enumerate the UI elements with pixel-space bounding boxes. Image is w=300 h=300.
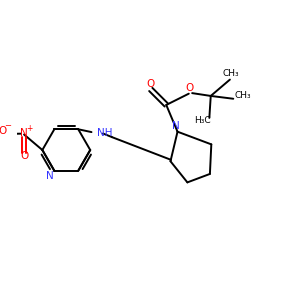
Text: CH₃: CH₃ — [234, 92, 251, 100]
Text: O: O — [20, 152, 28, 161]
Text: H₃C: H₃C — [194, 116, 211, 125]
Text: N: N — [172, 121, 180, 130]
Text: NH: NH — [97, 128, 112, 138]
Text: N: N — [46, 171, 54, 181]
Text: +: + — [26, 124, 32, 133]
Text: CH₃: CH₃ — [222, 70, 239, 79]
Text: O: O — [185, 83, 194, 93]
Text: O: O — [0, 126, 6, 136]
Text: N: N — [20, 128, 28, 138]
Text: −: − — [4, 121, 11, 130]
Text: O: O — [146, 80, 154, 89]
